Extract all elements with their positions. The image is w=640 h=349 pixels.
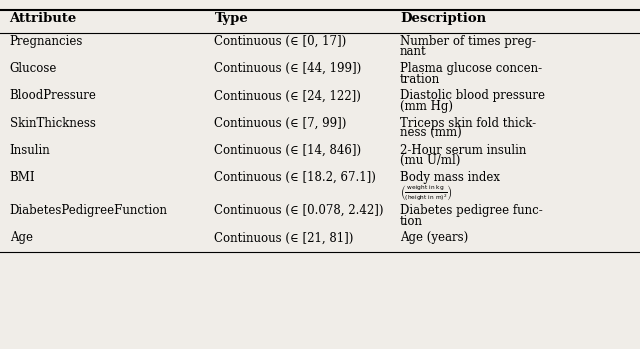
Text: Continuous (∈ [0.078, 2.42]): Continuous (∈ [0.078, 2.42]) — [214, 204, 384, 217]
Text: 2-Hour serum insulin: 2-Hour serum insulin — [400, 144, 526, 157]
Text: Attribute: Attribute — [10, 12, 77, 25]
Text: (mu U/ml): (mu U/ml) — [400, 154, 460, 167]
Text: Age: Age — [10, 231, 33, 244]
Text: Continuous (∈ [24, 122]): Continuous (∈ [24, 122]) — [214, 89, 361, 102]
Text: $\left(\frac{\mathrm{weight\ in\ kg}}{(\mathrm{height\ in\ m})^2}\right)$: $\left(\frac{\mathrm{weight\ in\ kg}}{(\… — [400, 184, 453, 203]
Text: Body mass index: Body mass index — [400, 171, 500, 184]
Text: nant: nant — [400, 45, 427, 58]
Text: SkinThickness: SkinThickness — [10, 117, 95, 129]
Text: Glucose: Glucose — [10, 62, 57, 75]
Text: Insulin: Insulin — [10, 144, 51, 157]
Text: Plasma glucose concen-: Plasma glucose concen- — [400, 62, 542, 75]
Text: Age (years): Age (years) — [400, 231, 468, 244]
Text: tration: tration — [400, 73, 440, 86]
Text: BMI: BMI — [10, 171, 35, 184]
Text: Continuous (∈ [14, 846]): Continuous (∈ [14, 846]) — [214, 144, 362, 157]
Text: Pregnancies: Pregnancies — [10, 35, 83, 48]
Text: Continuous (∈ [21, 81]): Continuous (∈ [21, 81]) — [214, 231, 354, 244]
Text: Diabetes pedigree func-: Diabetes pedigree func- — [400, 204, 543, 217]
Text: Continuous (∈ [0, 17]): Continuous (∈ [0, 17]) — [214, 35, 347, 48]
Text: Continuous (∈ [7, 99]): Continuous (∈ [7, 99]) — [214, 117, 347, 129]
Text: BloodPressure: BloodPressure — [10, 89, 97, 102]
Text: Diastolic blood pressure: Diastolic blood pressure — [400, 89, 545, 102]
Text: Triceps skin fold thick-: Triceps skin fold thick- — [400, 117, 536, 129]
Text: Number of times preg-: Number of times preg- — [400, 35, 536, 48]
Text: Continuous (∈ [44, 199]): Continuous (∈ [44, 199]) — [214, 62, 362, 75]
Text: (mm Hg): (mm Hg) — [400, 100, 453, 113]
Text: DiabetesPedigreeFunction: DiabetesPedigreeFunction — [10, 204, 168, 217]
Text: Type: Type — [214, 12, 248, 25]
Text: ness (mm): ness (mm) — [400, 127, 461, 140]
Text: tion: tion — [400, 215, 423, 228]
Text: Continuous (∈ [18.2, 67.1]): Continuous (∈ [18.2, 67.1]) — [214, 171, 376, 184]
Text: Description: Description — [400, 12, 486, 25]
